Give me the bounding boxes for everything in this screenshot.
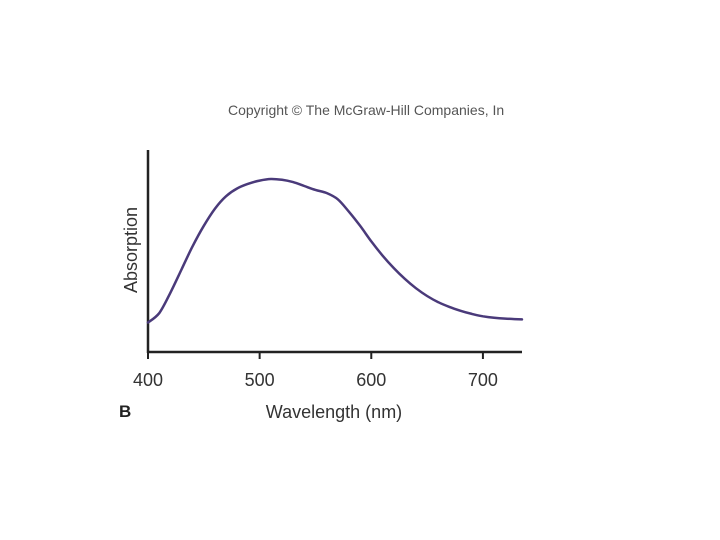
x-tick-labels: 400 500 600 700 <box>133 370 498 390</box>
x-tick-label: 700 <box>468 370 498 390</box>
x-ticks <box>147 352 484 359</box>
x-tick-label: 500 <box>245 370 275 390</box>
copyright-notice: Copyright © The McGraw-Hill Companies, I… <box>228 102 505 118</box>
y-axis-label: Absorption <box>121 207 141 293</box>
x-tick-label: 400 <box>133 370 163 390</box>
series-line-absorption <box>146 177 524 324</box>
axes <box>146 150 522 354</box>
panel-label: B <box>119 402 132 421</box>
x-tick-label: 600 <box>356 370 386 390</box>
x-axis-label: Wavelength (nm) <box>266 402 402 422</box>
